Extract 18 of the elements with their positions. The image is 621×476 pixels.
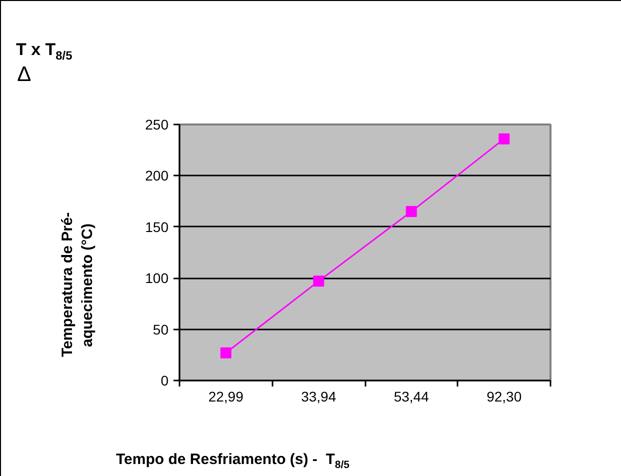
y-tick-label: 100 — [145, 270, 169, 286]
x-tick-label: 33,94 — [301, 388, 336, 404]
y-tick-label: 150 — [145, 218, 169, 235]
y-tick-label: 200 — [145, 168, 169, 184]
x-axis-title: Tempo de Resfriamento (s) - T$_{8/5}$ — [115, 450, 350, 473]
point — [406, 206, 417, 218]
y-tick-label: 0 — [160, 372, 169, 388]
y-tick-label: 50 — [152, 321, 169, 338]
chart-title: T x T$_{8/5}$ — [15, 39, 72, 64]
chart-subtitle: Δ — [16, 63, 32, 86]
y-tick-label: 250 — [145, 116, 169, 132]
x-tick-label: 53,44 — [394, 388, 430, 404]
point — [498, 133, 510, 144]
x-tick-label: 22,99 — [208, 388, 244, 404]
point — [220, 347, 232, 358]
x-tick-label: 92,30 — [486, 388, 522, 404]
y-axis-title: Temperatura de Pré-aquecimento (°C) — [58, 212, 97, 360]
point — [313, 276, 324, 287]
